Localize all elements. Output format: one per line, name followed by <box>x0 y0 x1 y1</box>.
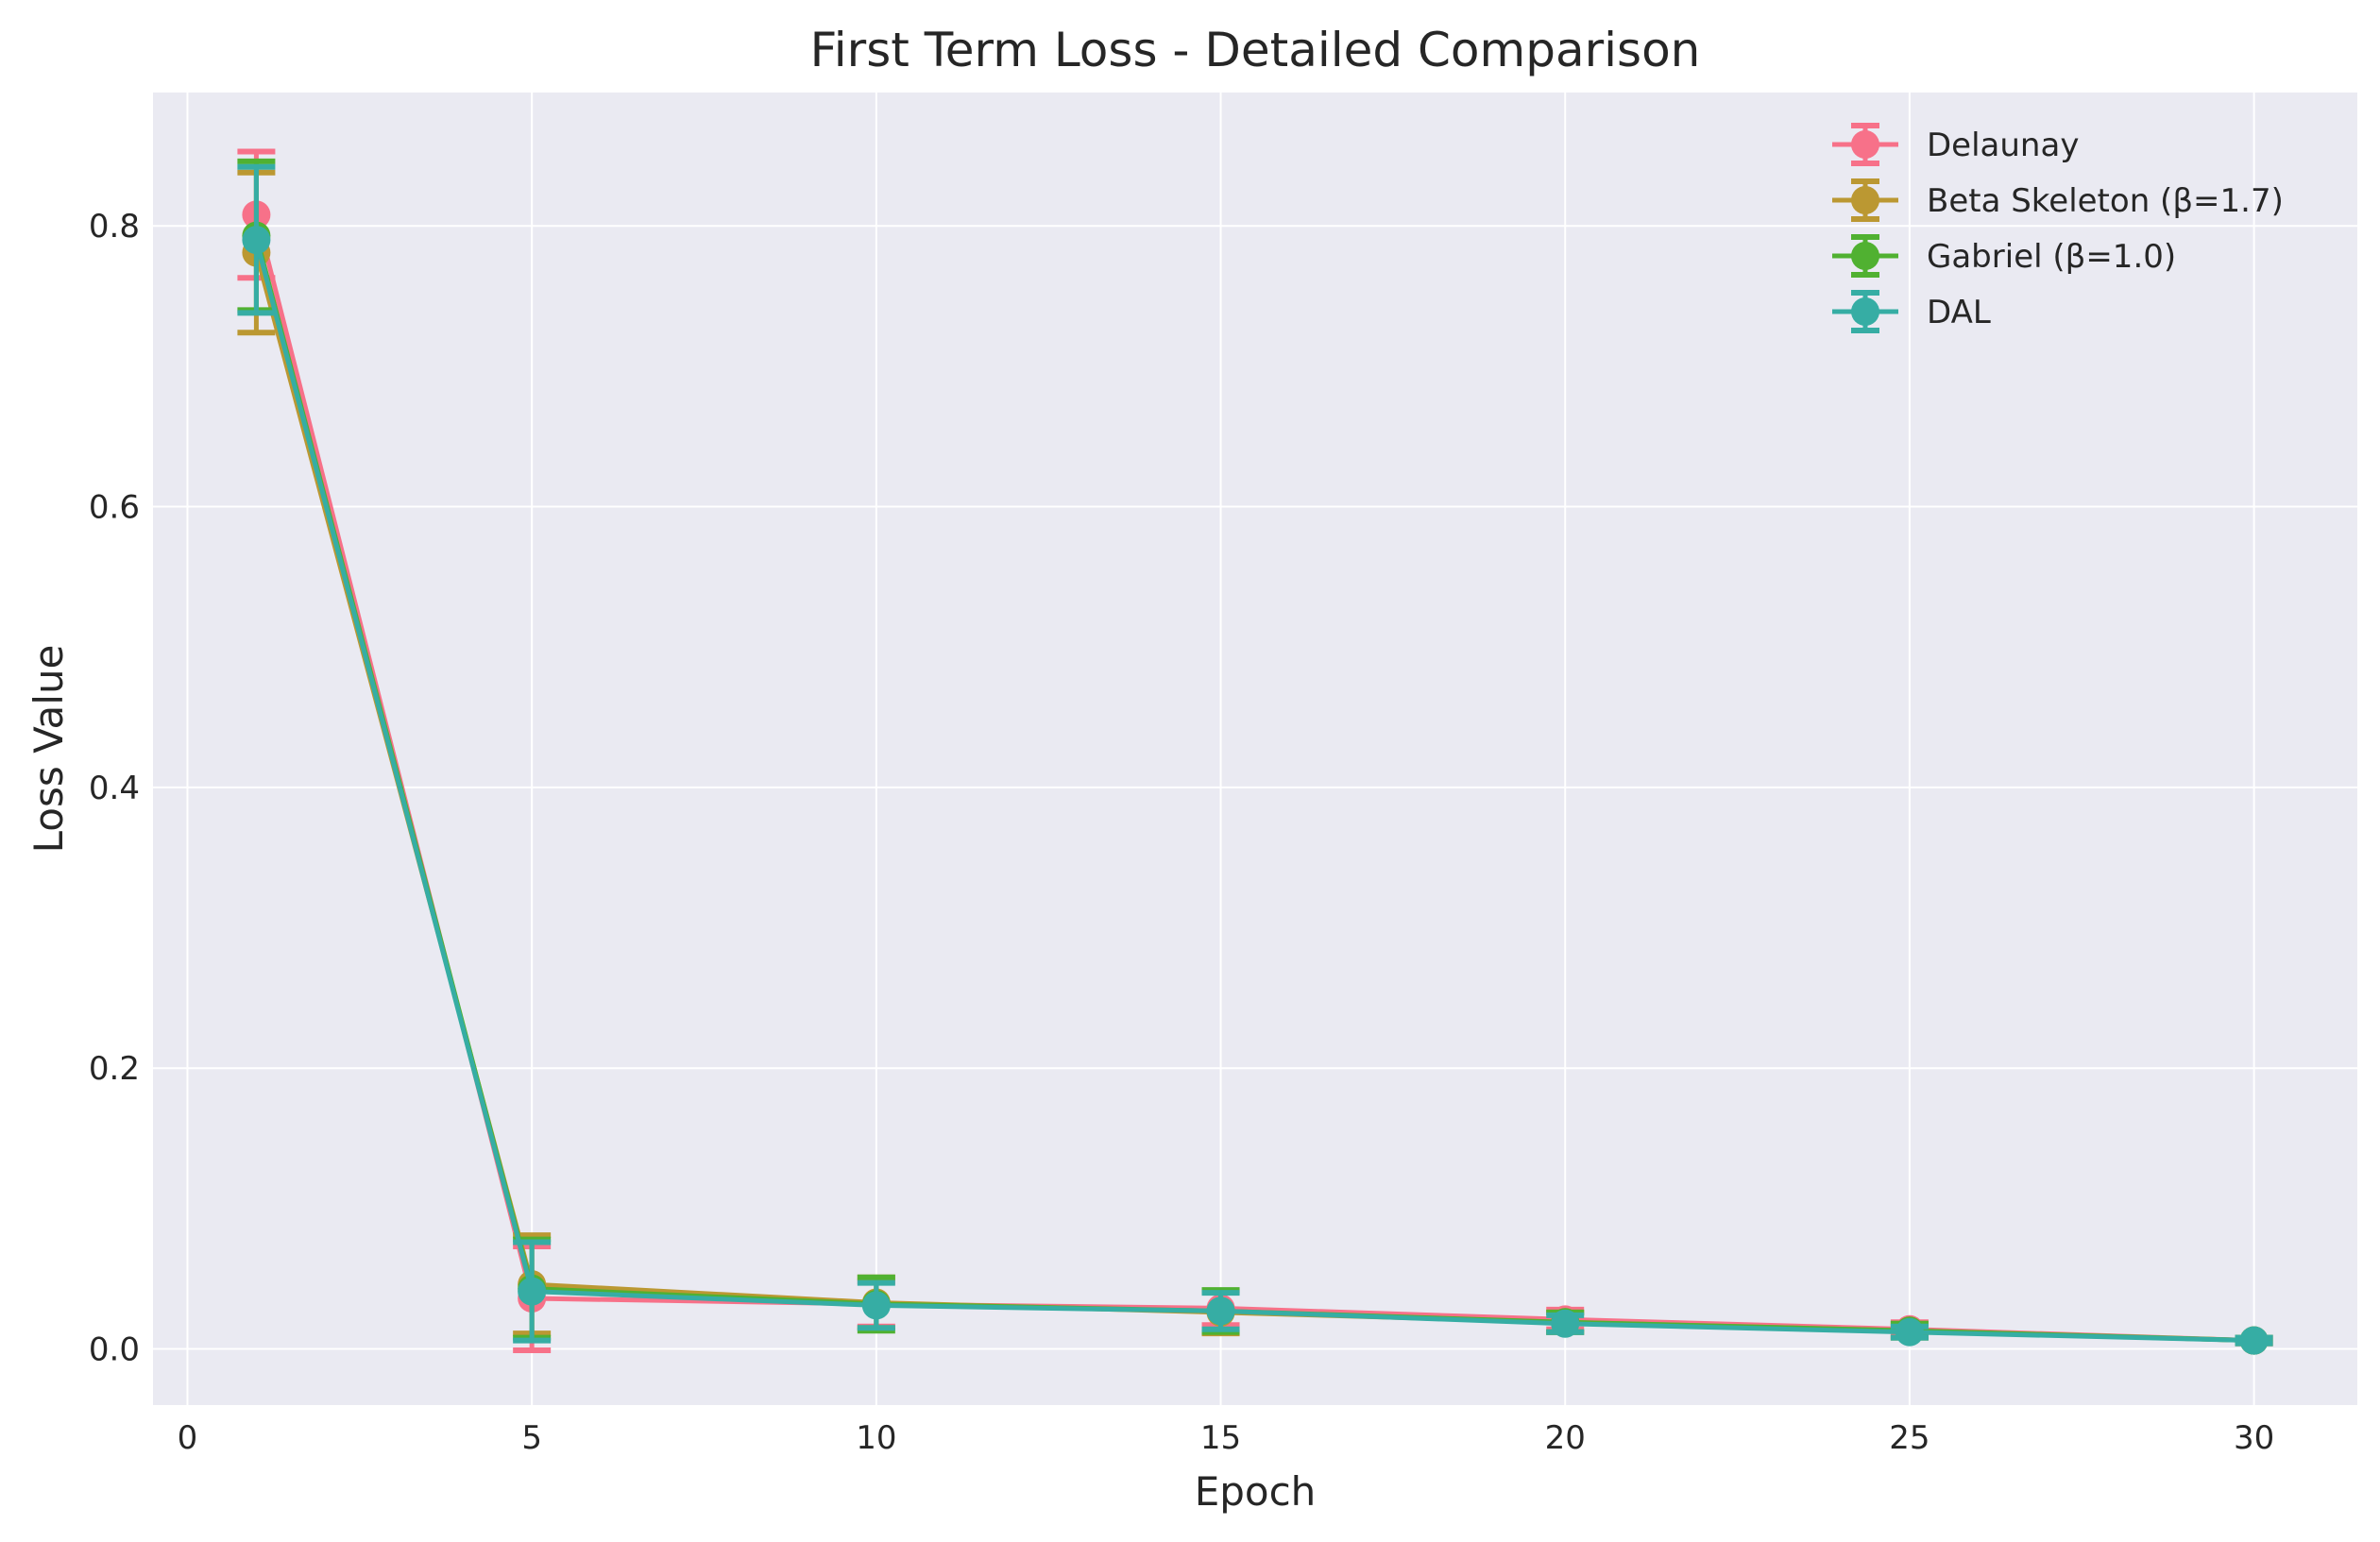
data-point <box>242 226 271 255</box>
legend-marker <box>1851 130 1879 159</box>
legend-label: Delaunay <box>1927 127 2079 164</box>
series-3 <box>237 163 2273 1355</box>
data-point <box>1551 1309 1580 1338</box>
y-tick-label: 0.0 <box>89 1331 140 1369</box>
x-tick-label: 5 <box>521 1419 542 1457</box>
legend-label: DAL <box>1927 294 1991 331</box>
legend-item: Beta Skeleton (β=1.7) <box>1832 178 2284 222</box>
data-point <box>518 1277 547 1306</box>
x-tick-label: 20 <box>1545 1419 1586 1457</box>
legend-item: Delaunay <box>1832 123 2079 166</box>
data-point <box>861 1291 891 1320</box>
x-tick-label: 10 <box>856 1419 896 1457</box>
legend-label: Beta Skeleton (β=1.7) <box>1927 182 2284 220</box>
y-tick-label: 0.8 <box>89 208 140 246</box>
legend-marker <box>1851 242 1879 270</box>
legend: Delaunay Beta Skeleton (β=1.7) Gabriel (β=… <box>1832 123 2284 333</box>
x-tick-label: 25 <box>1889 1419 1930 1457</box>
y-axis-label: Loss Value <box>26 645 72 854</box>
x-axis-label: Epoch <box>1195 1468 1317 1515</box>
legend-marker <box>1851 186 1879 214</box>
data-point <box>1895 1317 1924 1347</box>
legend-marker <box>1851 297 1879 326</box>
x-tick-label: 30 <box>2234 1419 2274 1457</box>
data-point <box>1206 1296 1235 1326</box>
y-tick-label: 0.2 <box>89 1050 140 1088</box>
chart-title: First Term Loss - Detailed Comparison <box>810 23 1701 77</box>
y-tick-label: 0.4 <box>89 770 140 807</box>
tick-labels: 0 5 10 15 20 25 30 0.0 0.2 0.4 0.6 0.8 <box>89 208 2274 1457</box>
x-tick-label: 0 <box>178 1419 198 1457</box>
y-tick-label: 0.6 <box>89 489 140 527</box>
series-group <box>237 148 2273 1355</box>
legend-item: DAL <box>1832 290 1991 333</box>
legend-label: Gabriel (β=1.0) <box>1927 238 2176 276</box>
data-point <box>2239 1326 2269 1355</box>
x-tick-label: 15 <box>1200 1419 1241 1457</box>
plot-area <box>153 93 2357 1405</box>
legend-item: Gabriel (β=1.0) <box>1832 234 2176 278</box>
